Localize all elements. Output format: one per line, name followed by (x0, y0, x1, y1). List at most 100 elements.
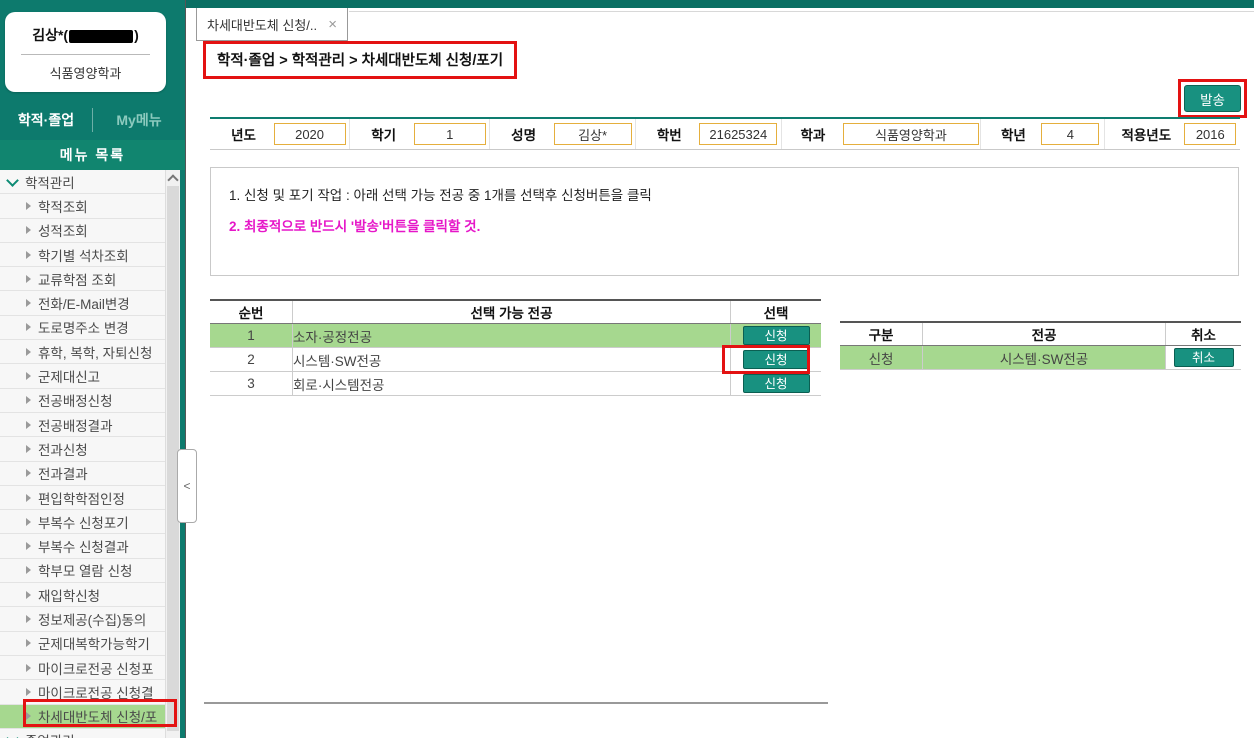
col-header-available-major: 선택 가능 전공 (292, 299, 731, 324)
menu-item[interactable]: 휴학, 복학, 자퇴신청 (0, 340, 165, 365)
triangle-right-icon (26, 566, 31, 575)
menu-scrollbar[interactable] (165, 170, 180, 738)
tab-academic-graduation[interactable]: 학적·졸업 (17, 112, 75, 128)
menu-group-item[interactable]: 학적관리 (0, 170, 165, 195)
document-tab[interactable]: 차세대반도체 신청/.. × (196, 8, 348, 41)
apply-button[interactable]: 신청 (742, 374, 810, 393)
select-cell: 신청 (730, 323, 821, 348)
chevron-left-icon: < (183, 479, 191, 493)
tabstrip-divider (349, 11, 1254, 12)
close-icon[interactable]: × (328, 15, 337, 33)
apply-button[interactable]: 신청 (742, 350, 810, 369)
field-input-3[interactable] (699, 123, 778, 145)
tab-divider (92, 108, 93, 132)
field-group-5: 학년 (980, 119, 1103, 149)
menu-item-label: 성적조회 (38, 224, 88, 240)
available-majors-body: 1 소자·공정전공 신청 2 시스템·SW전공 신청 3 회로·시스템전공 신청 (210, 323, 821, 396)
menu-item[interactable]: 군제대복학가능학기 (0, 631, 165, 656)
menu-item[interactable]: 전공배정신청 (0, 388, 165, 413)
sidebar-collapse-handle[interactable]: < (177, 449, 197, 523)
triangle-right-icon (26, 590, 31, 599)
instructions-box: 1. 신청 및 포기 작업 : 아래 선택 가능 전공 중 1개를 선택후 신청… (210, 167, 1239, 276)
menu-item[interactable]: 성적조회 (0, 218, 165, 243)
major-name: 소자·공정전공 (292, 323, 731, 348)
send-button[interactable]: 발송 (1184, 85, 1241, 112)
menu-item[interactable]: 마이크로전공 신청결 (0, 680, 165, 705)
chevron-down-icon (6, 173, 19, 187)
menu-item-label: 학적조회 (38, 199, 88, 215)
menu-item[interactable]: 마이크로전공 신청포 (0, 655, 165, 681)
triangle-right-icon (26, 372, 31, 381)
menu-item[interactable]: 도로명주소 변경 (0, 315, 165, 341)
triangle-right-icon (26, 614, 31, 623)
menu-group-item[interactable]: 졸업관리 (0, 728, 165, 738)
field-input-1[interactable] (413, 123, 486, 145)
applied-major-row: 신청 시스템·SW전공 취소 (840, 345, 1241, 370)
menu-item[interactable]: 차세대반도체 신청/포 (0, 704, 165, 729)
user-name: 김상*() (5, 25, 166, 45)
row-number: 2 (210, 347, 293, 372)
menu-item-label: 졸업관리 (25, 730, 75, 738)
cancel-cell: 취소 (1165, 345, 1241, 370)
available-major-row: 1 소자·공정전공 신청 (210, 323, 821, 348)
triangle-right-icon (26, 420, 31, 429)
field-input-5[interactable] (1041, 123, 1100, 145)
tab-my-menu[interactable]: My메뉴 (116, 112, 162, 128)
triangle-right-icon (26, 323, 31, 332)
menu-item[interactable]: 교류학점 조회 (0, 267, 165, 292)
major-name: 시스템·SW전공 (292, 347, 731, 372)
field-group-4: 학과 (780, 119, 981, 149)
row-number: 3 (210, 371, 293, 396)
menu-item[interactable]: 전공배정결과 (0, 412, 165, 438)
field-input-0[interactable] (273, 123, 346, 145)
row-number: 1 (210, 323, 293, 348)
col-header-cancel: 취소 (1165, 321, 1241, 346)
main-content: 차세대반도체 신청/.. × 학적·졸업 > 학적관리 > 차세대반도체 신청/… (185, 0, 1254, 738)
user-department: 식품영양학과 (49, 66, 122, 81)
menu-item[interactable]: 학부모 열람 신청 (0, 558, 165, 584)
field-input-6[interactable] (1184, 123, 1237, 145)
menu-item[interactable]: 학적조회 (0, 194, 165, 219)
scrollbar-thumb[interactable] (167, 186, 179, 731)
menu-item[interactable]: 군제대신고 (0, 364, 165, 389)
col-header-number: 순번 (210, 299, 293, 324)
menu-item[interactable]: 편입학학점인정 (0, 485, 165, 511)
triangle-right-icon (26, 687, 31, 696)
field-group-0: 년도 (210, 119, 349, 149)
triangle-right-icon (26, 469, 31, 478)
triangle-right-icon (26, 226, 31, 235)
available-majors-table: 순번 선택 가능 전공 선택 1 소자·공정전공 신청 2 시스템·SW전공 신청 3 회로·… (210, 299, 821, 396)
annotation-box-send-button: 발송 (1178, 79, 1247, 118)
menu-item-label: 마이크로전공 신청포 (38, 661, 154, 677)
field-label-1: 학기 (371, 128, 397, 143)
triangle-right-icon (26, 347, 31, 356)
menu-item[interactable]: 재입학신청 (0, 583, 165, 608)
field-label-3: 학번 (656, 128, 682, 143)
menu-item[interactable]: 정보제공(수집)동의 (0, 607, 165, 632)
menu-item[interactable]: 전화/E-Mail변경 (0, 291, 165, 316)
menu-item[interactable]: 부복수 신청결과 (0, 534, 165, 559)
menu-item-label: 학부모 열람 신청 (38, 564, 133, 580)
field-input-2[interactable] (553, 123, 632, 145)
menu-item[interactable]: 부복수 신청포기 (0, 510, 165, 535)
triangle-right-icon (26, 663, 31, 672)
chevron-down-icon (6, 732, 19, 738)
scroll-up-icon[interactable] (166, 170, 180, 186)
triangle-right-icon (26, 712, 31, 721)
menu-item-label: 군제대복학가능학기 (38, 637, 150, 653)
menu-item[interactable]: 전과신청 (0, 437, 165, 462)
menu-item[interactable]: 학기별 석차조회 (0, 242, 165, 268)
menu-item[interactable]: 전과결과 (0, 461, 165, 486)
user-card-divider (21, 54, 150, 55)
menu-item-label: 전공배정결과 (38, 418, 113, 434)
user-name-close: ) (134, 27, 139, 43)
menu-item-label: 도로명주소 변경 (38, 321, 129, 337)
field-input-4[interactable] (842, 123, 979, 145)
student-info-bar: 년도 학기 성명 학번 학과 학년 적용년도 (210, 117, 1240, 150)
user-name-open: 김상*( (32, 27, 69, 43)
triangle-right-icon (26, 274, 31, 283)
menu-item-label: 편입학학점인정 (38, 491, 125, 507)
apply-button[interactable]: 신청 (742, 326, 810, 345)
cancel-button[interactable]: 취소 (1173, 348, 1234, 367)
